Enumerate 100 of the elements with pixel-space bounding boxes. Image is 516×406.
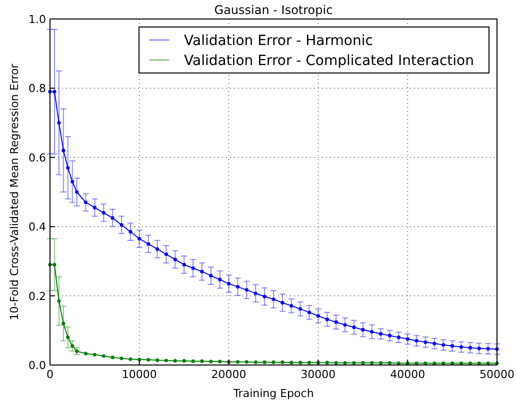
point (272, 297, 276, 302)
point (66, 336, 70, 340)
point (102, 210, 106, 215)
point (120, 356, 124, 360)
point (62, 322, 66, 326)
y-tick-label: 0.2 (28, 290, 46, 303)
point (334, 361, 338, 365)
point (70, 344, 74, 348)
legend-label: Validation Error - Harmonic (184, 33, 373, 49)
point (155, 358, 160, 362)
point (200, 359, 204, 363)
point (361, 328, 365, 332)
point (290, 360, 294, 364)
point (128, 230, 132, 234)
point (146, 242, 150, 246)
x-tick-label: 20000 (211, 368, 246, 381)
point (370, 361, 374, 365)
point (102, 354, 106, 358)
point (191, 359, 195, 363)
point (182, 359, 186, 363)
point (325, 360, 329, 364)
point (164, 252, 168, 256)
point (200, 270, 204, 274)
point (110, 356, 114, 360)
point (209, 360, 213, 364)
point (414, 338, 418, 343)
point (388, 334, 392, 338)
point (424, 340, 428, 344)
point (138, 358, 142, 362)
point (254, 360, 258, 364)
point (173, 258, 177, 262)
point (70, 180, 74, 184)
point (290, 304, 294, 308)
point (164, 358, 168, 362)
point (75, 190, 79, 194)
x-tick-label: 50000 (480, 368, 514, 381)
point (236, 285, 240, 289)
point (468, 346, 472, 350)
point (486, 346, 490, 351)
point (370, 330, 374, 334)
point (396, 336, 400, 340)
point (84, 200, 88, 204)
y-axis-title: 10-Fold Cross-Validated Mean Regression Error (8, 63, 21, 320)
point (57, 121, 61, 125)
y-tick-label: 0.4 (28, 220, 46, 234)
point (244, 360, 248, 364)
point (92, 206, 96, 210)
chart-title: Gaussian - Isotropic (214, 3, 333, 17)
point (334, 320, 338, 324)
point (84, 352, 88, 356)
point (307, 310, 312, 314)
point (307, 360, 312, 364)
point (110, 216, 114, 220)
point (316, 314, 320, 318)
x-tick-label: 0 (46, 368, 54, 381)
point (262, 360, 266, 364)
y-tick-label: 1.0 (28, 13, 46, 26)
point (244, 288, 248, 292)
point (352, 361, 356, 365)
point (343, 361, 347, 365)
point (459, 345, 464, 349)
point (138, 236, 142, 241)
point (298, 307, 302, 311)
point (155, 247, 160, 251)
point (146, 358, 150, 362)
point (66, 166, 70, 170)
point (182, 262, 186, 266)
point (218, 278, 222, 282)
point (62, 148, 66, 152)
point (120, 223, 124, 227)
point (361, 361, 365, 365)
point (280, 360, 284, 364)
point (432, 342, 436, 346)
point (128, 357, 132, 361)
point (477, 346, 481, 350)
point (343, 323, 347, 327)
point (52, 262, 56, 266)
x-axis-title: Training Epoch (232, 387, 314, 400)
y-tick-label: 0.0 (28, 359, 46, 372)
point (352, 325, 356, 330)
point (450, 344, 454, 348)
x-tick-label: 30000 (300, 368, 336, 381)
point (298, 360, 302, 364)
point (173, 359, 177, 363)
y-tick-label: 0.6 (28, 151, 46, 164)
point (191, 266, 195, 270)
point (325, 318, 329, 322)
x-tick-label: 10000 (122, 368, 157, 381)
point (209, 274, 213, 278)
point (92, 352, 96, 356)
point (262, 294, 266, 298)
point (52, 90, 56, 94)
point (227, 282, 231, 286)
y-tick-label: 0.8 (28, 82, 46, 96)
point (254, 292, 258, 296)
point (57, 299, 61, 303)
point (218, 360, 222, 364)
point (442, 343, 446, 347)
point (280, 300, 284, 305)
legend-label: Validation Error - Complicated Interaction (184, 53, 474, 69)
